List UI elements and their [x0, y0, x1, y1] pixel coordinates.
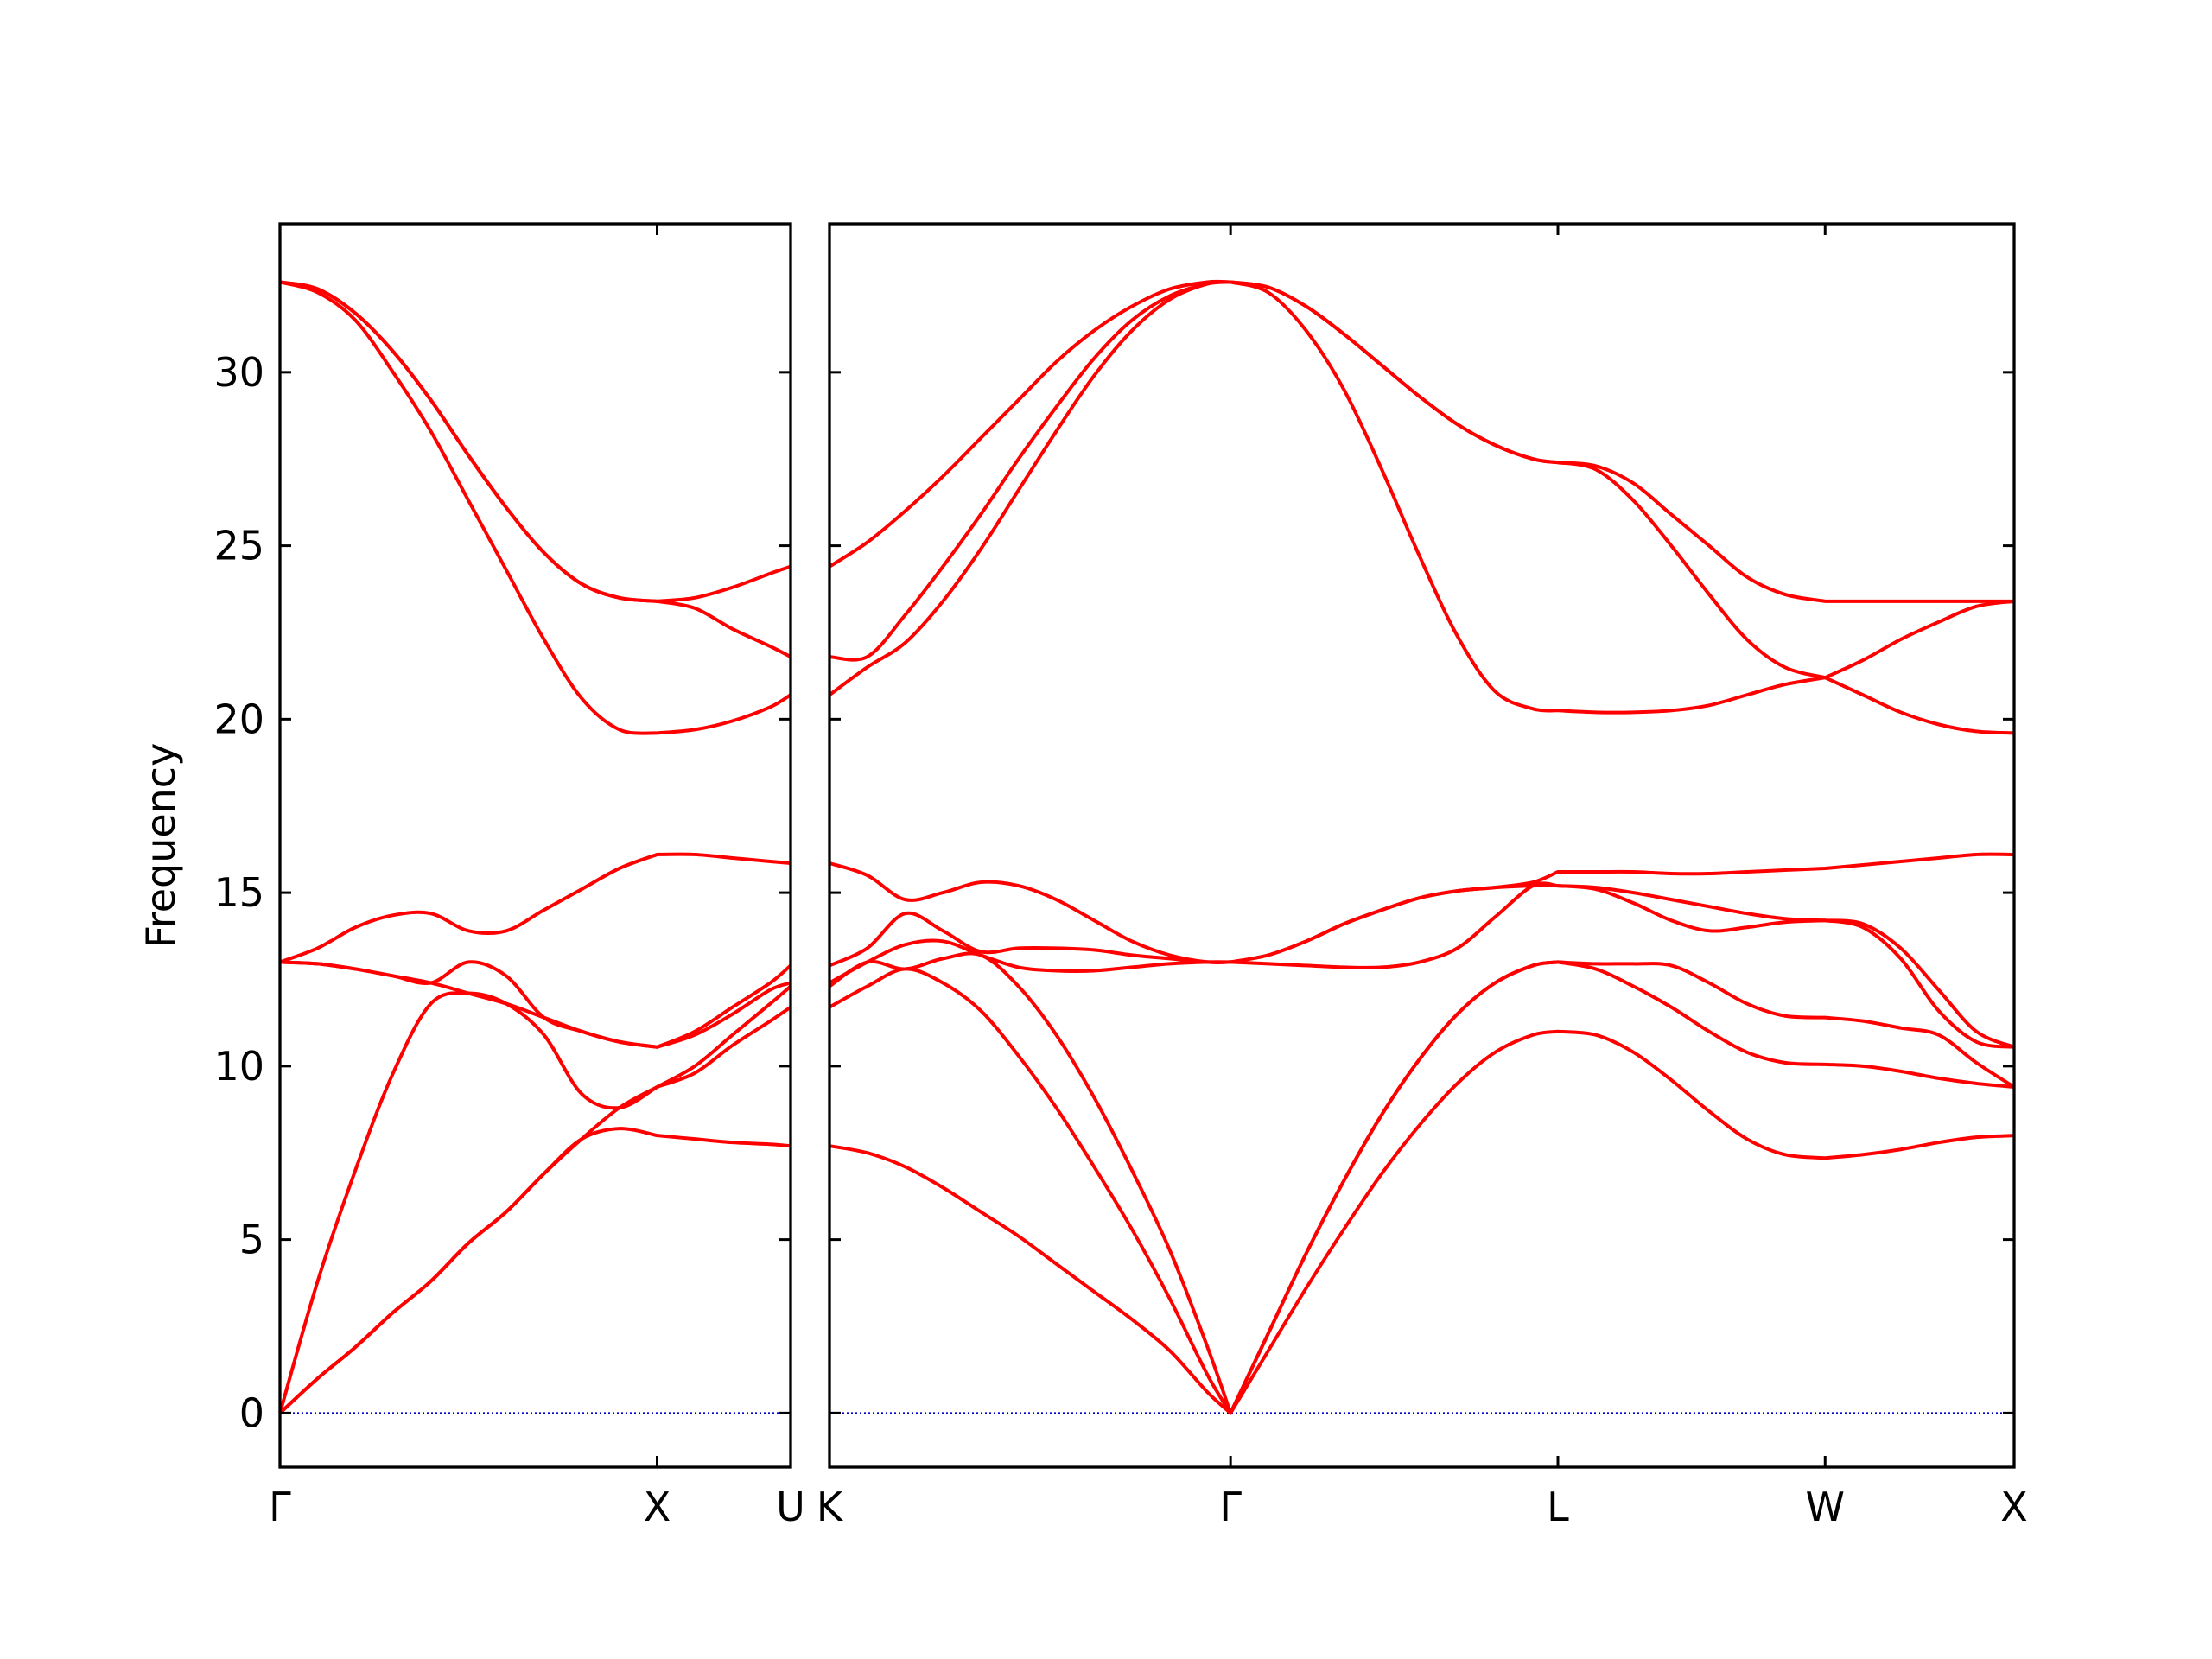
band-line	[278, 984, 792, 1414]
x-tick-label: W	[1806, 1484, 1845, 1530]
band-line	[829, 960, 2015, 1415]
band-line	[279, 852, 791, 964]
band-line	[829, 1029, 2015, 1415]
x-tick-label: L	[1547, 1484, 1569, 1530]
y-axis-label: Frequency	[137, 743, 184, 949]
x-tick-label: Γ	[1219, 1484, 1242, 1530]
band-line	[829, 280, 2015, 680]
y-tick-label: 5	[239, 1217, 264, 1263]
y-tick-label: 20	[213, 696, 264, 742]
band-line	[279, 280, 791, 658]
band-line	[278, 1005, 792, 1414]
x-tick-label: K	[817, 1484, 844, 1530]
plot-frame	[828, 222, 2016, 1469]
band-line	[829, 852, 2015, 964]
band-line	[279, 280, 792, 735]
band-line	[279, 280, 791, 603]
band-line	[828, 279, 2014, 603]
x-tick-label: X	[644, 1484, 671, 1530]
band-line	[829, 881, 2015, 1049]
x-tick-label: X	[2000, 1484, 2028, 1530]
plot-frame	[278, 222, 792, 1469]
x-tick-label: Γ	[269, 1484, 291, 1530]
y-tick-label: 10	[213, 1043, 264, 1090]
band-line	[829, 883, 2015, 1049]
band-line	[828, 951, 2016, 1415]
x-tick-label: U	[776, 1484, 805, 1530]
y-tick-label: 15	[213, 869, 264, 916]
band-line	[828, 280, 2015, 735]
y-tick-label: 0	[239, 1389, 264, 1436]
y-tick-label: 25	[213, 523, 264, 569]
band-line	[279, 960, 791, 1049]
band-line	[279, 960, 792, 1049]
y-tick-label: 30	[213, 349, 264, 396]
